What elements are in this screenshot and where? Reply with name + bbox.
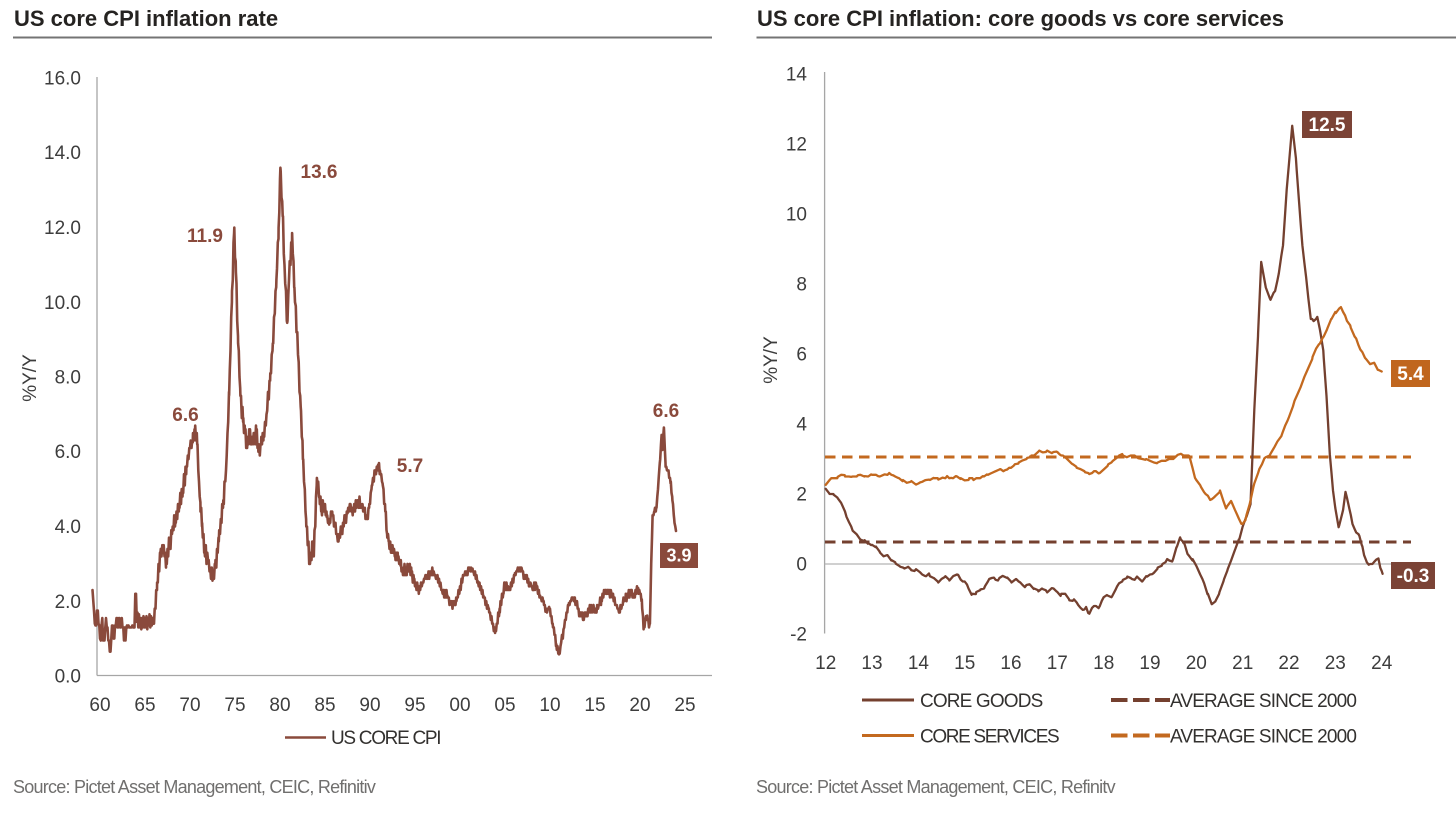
svg-text:4: 4 (796, 415, 807, 436)
svg-text:00: 00 (449, 695, 470, 716)
svg-text:24: 24 (1371, 653, 1393, 674)
svg-text:15: 15 (584, 695, 605, 716)
svg-text:90: 90 (359, 695, 380, 716)
svg-text:Source: Pictet Asset Managemen: Source: Pictet Asset Management, CEIC, R… (756, 777, 1116, 797)
svg-text:14: 14 (908, 653, 930, 674)
svg-text:CORE GOODS: CORE GOODS (920, 691, 1043, 712)
svg-text:-2: -2 (790, 625, 807, 646)
svg-text:10.0: 10.0 (44, 293, 81, 314)
svg-text:65: 65 (134, 695, 155, 716)
svg-text:4.0: 4.0 (55, 517, 81, 538)
svg-text:60: 60 (89, 695, 110, 716)
svg-text:85: 85 (314, 695, 335, 716)
svg-text:5.4: 5.4 (1397, 364, 1424, 385)
svg-text:14.0: 14.0 (44, 143, 81, 164)
svg-text:05: 05 (494, 695, 515, 716)
svg-text:6: 6 (796, 345, 807, 366)
svg-text:70: 70 (179, 695, 200, 716)
svg-text:6.6: 6.6 (653, 401, 679, 422)
svg-text:0: 0 (796, 555, 807, 576)
svg-text:6.6: 6.6 (172, 405, 198, 426)
svg-text:80: 80 (269, 695, 290, 716)
svg-text:95: 95 (404, 695, 425, 716)
svg-text:13: 13 (861, 653, 882, 674)
svg-text:US CORE CPI: US CORE CPI (331, 728, 440, 749)
svg-text:%Y/Y: %Y/Y (761, 336, 782, 384)
svg-text:11.9: 11.9 (187, 226, 223, 247)
svg-text:-0.3: -0.3 (1397, 566, 1430, 587)
svg-text:19: 19 (1139, 653, 1160, 674)
svg-text:17: 17 (1047, 653, 1068, 674)
svg-text:US core CPI inflation: core go: US core CPI inflation: core goods vs cor… (757, 6, 1284, 31)
svg-text:20: 20 (629, 695, 650, 716)
svg-text:12.5: 12.5 (1309, 115, 1346, 136)
svg-text:18: 18 (1093, 653, 1114, 674)
svg-text:15: 15 (954, 653, 975, 674)
svg-text:23: 23 (1325, 653, 1346, 674)
svg-text:Source: Pictet Asset Managemen: Source: Pictet Asset Management, CEIC, R… (13, 777, 376, 797)
svg-text:12: 12 (815, 653, 836, 674)
svg-text:16.0: 16.0 (44, 69, 81, 90)
svg-text:12.0: 12.0 (44, 218, 81, 239)
svg-text:75: 75 (224, 695, 245, 716)
svg-text:AVERAGE SINCE 2000: AVERAGE SINCE 2000 (1170, 691, 1356, 712)
svg-text:%Y/Y: %Y/Y (20, 354, 41, 402)
svg-text:16: 16 (1000, 653, 1021, 674)
svg-text:CORE SERVICES: CORE SERVICES (920, 727, 1059, 748)
svg-text:US core CPI inflation rate: US core CPI inflation rate (14, 6, 278, 31)
svg-text:2.0: 2.0 (55, 592, 81, 613)
svg-text:10: 10 (786, 205, 807, 226)
svg-text:22: 22 (1278, 653, 1299, 674)
svg-text:13.6: 13.6 (301, 162, 338, 183)
svg-text:8: 8 (796, 275, 807, 296)
svg-text:5.7: 5.7 (397, 456, 423, 477)
svg-text:10: 10 (539, 695, 560, 716)
svg-text:8.0: 8.0 (55, 368, 81, 389)
svg-text:12: 12 (786, 135, 807, 156)
svg-text:14: 14 (786, 65, 808, 86)
svg-text:0.0: 0.0 (55, 667, 81, 688)
svg-text:21: 21 (1232, 653, 1253, 674)
svg-text:2: 2 (796, 485, 807, 506)
svg-text:6.0: 6.0 (55, 442, 81, 463)
svg-text:3.9: 3.9 (666, 546, 691, 566)
svg-text:AVERAGE SINCE 2000: AVERAGE SINCE 2000 (1170, 727, 1356, 748)
svg-text:20: 20 (1186, 653, 1207, 674)
svg-text:25: 25 (674, 695, 695, 716)
